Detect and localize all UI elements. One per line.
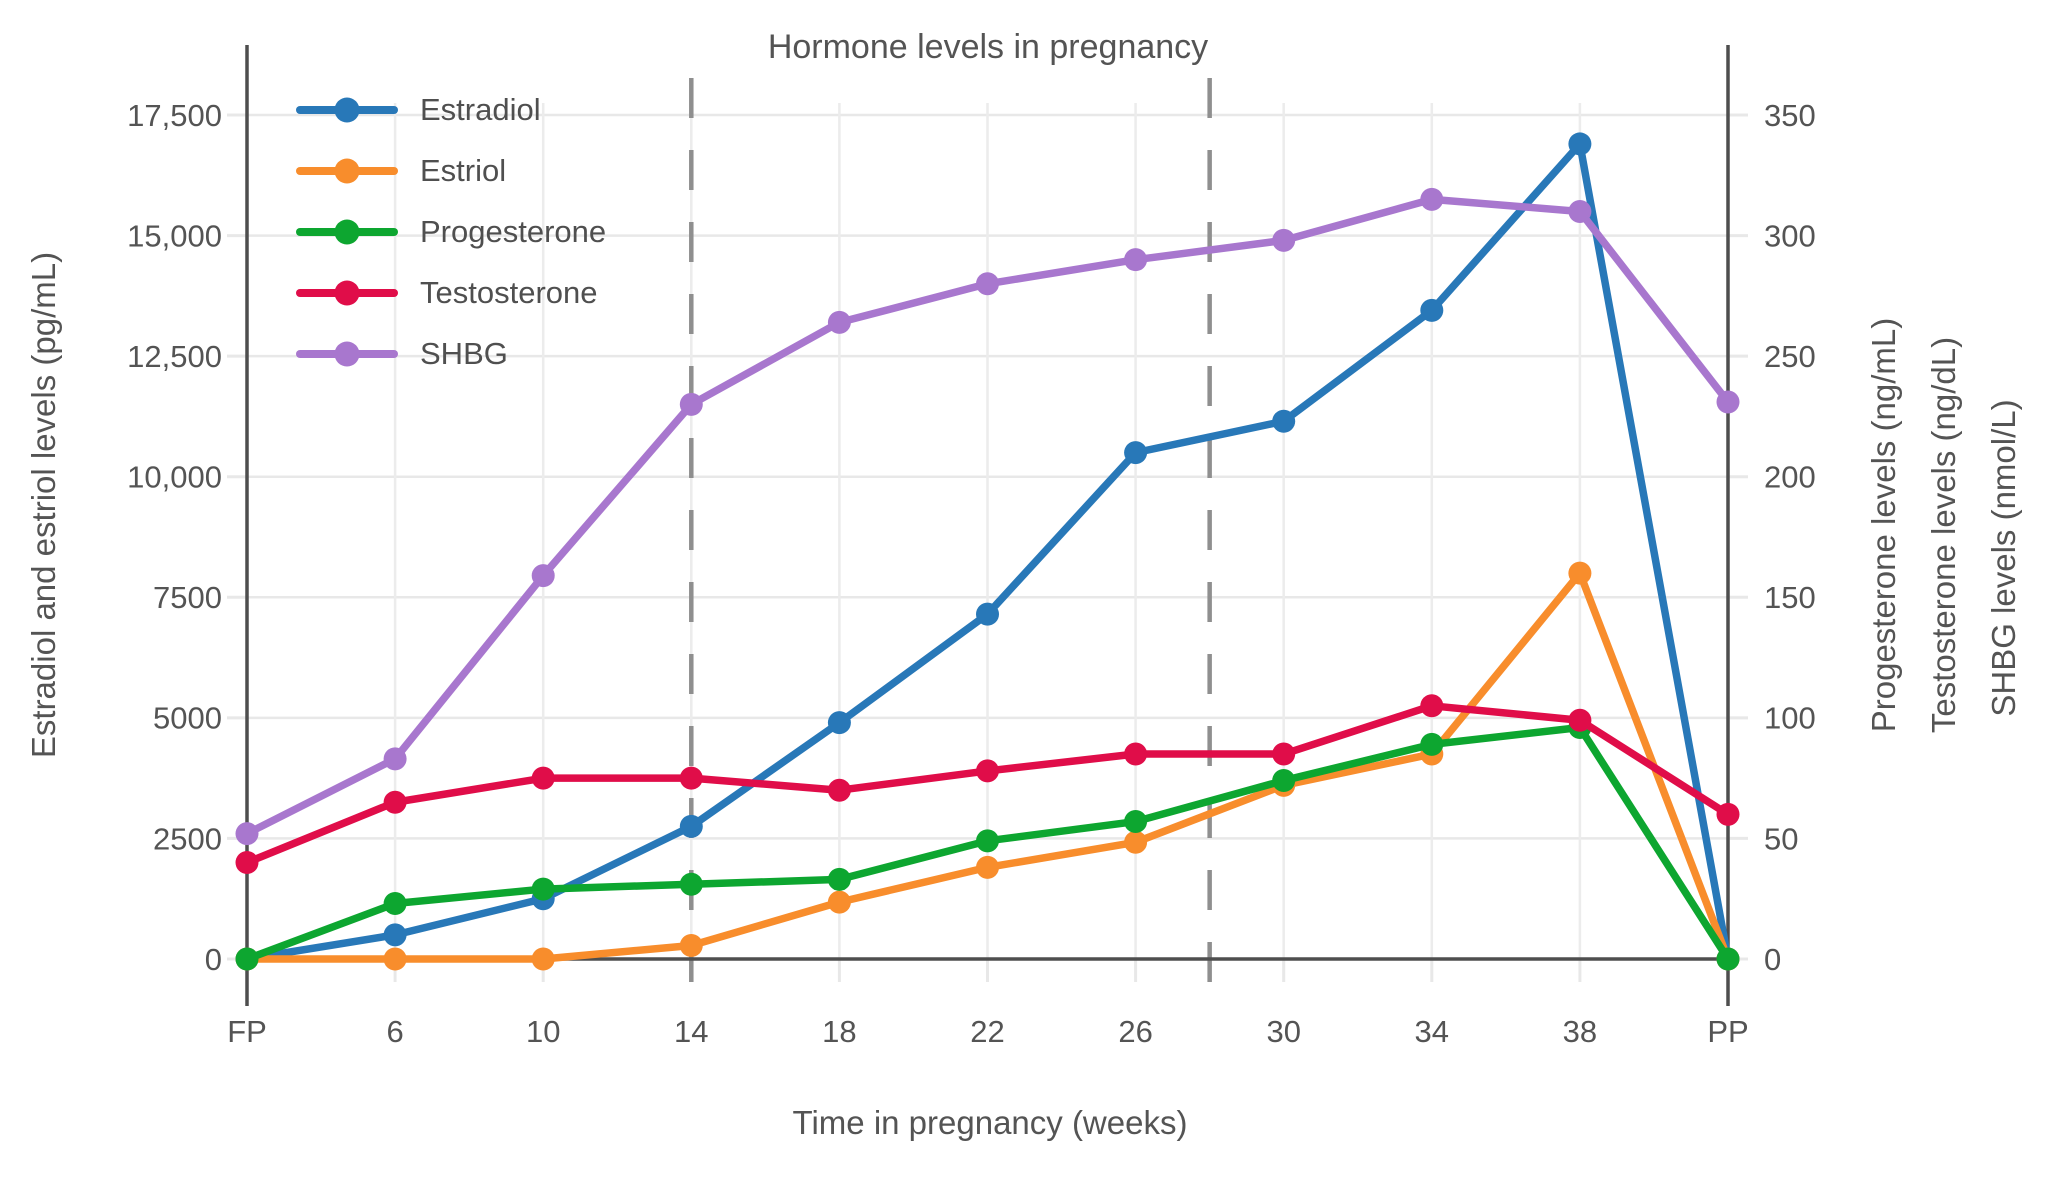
- series-marker-shbg: [1124, 248, 1148, 272]
- x-tick-label: 22: [970, 1014, 1004, 1049]
- y-left-tick-label: 17,500: [127, 98, 222, 133]
- series-marker-shbg: [827, 310, 851, 334]
- y-left-tick-label: 7500: [153, 580, 222, 615]
- y-left-tick-label: 12,500: [127, 339, 222, 374]
- series-marker-progesterone: [1716, 947, 1740, 971]
- x-tick-label: 6: [386, 1014, 403, 1049]
- series-marker-estradiol: [827, 711, 851, 735]
- x-tick-label: 26: [1118, 1014, 1152, 1049]
- y-left-tick-label: 0: [205, 942, 222, 977]
- series-marker-testosterone: [1568, 708, 1592, 732]
- estriol-swatch-icon: [296, 158, 398, 184]
- progesterone-swatch-icon: [296, 219, 398, 245]
- series-marker-shbg: [976, 272, 999, 296]
- series-marker-progesterone: [383, 892, 407, 916]
- series-marker-testosterone: [827, 778, 851, 802]
- legend-item-progesterone[interactable]: Progesterone: [296, 210, 606, 254]
- series-marker-estriol: [531, 947, 555, 971]
- y-left-tick-label: 5000: [153, 701, 222, 736]
- x-tick-label: 14: [674, 1014, 708, 1049]
- series-marker-progesterone: [827, 867, 851, 891]
- y-right-tick-label: 150: [1764, 580, 1816, 615]
- y-left-tick-label: 15,000: [127, 218, 222, 253]
- series-marker-estriol: [1124, 830, 1148, 854]
- y-right-tick-label: 100: [1764, 701, 1816, 736]
- series-marker-estriol: [827, 890, 851, 914]
- y-left-tick-label: 10,000: [127, 460, 222, 495]
- x-tick-label: 30: [1266, 1014, 1300, 1049]
- chart-title: Hormone levels in pregnancy: [767, 28, 1209, 66]
- series-marker-estradiol: [383, 923, 407, 947]
- testosterone-swatch-icon: [296, 280, 398, 306]
- legend-item-testosterone[interactable]: Testosterone: [296, 271, 606, 315]
- y-right-tick-label: 250: [1764, 339, 1816, 374]
- series-marker-estradiol: [1568, 132, 1592, 156]
- y-axis-right-title-progesterone: Progesterone levels (ng/mL): [1865, 317, 1902, 733]
- y-right-tick-label: 350: [1764, 98, 1816, 133]
- series-marker-shbg: [383, 747, 407, 771]
- x-tick-label: FP: [227, 1014, 267, 1049]
- series-marker-testosterone: [1272, 742, 1296, 766]
- legend-item-estriol[interactable]: Estriol: [296, 149, 606, 193]
- x-axis-title: Time in pregnancy (weeks): [792, 1104, 1188, 1141]
- y-right-tick-label: 50: [1764, 821, 1798, 856]
- series-marker-estriol: [679, 933, 703, 957]
- legend-label: Testosterone: [420, 275, 598, 310]
- series-marker-testosterone: [976, 759, 999, 783]
- x-tick-label: 38: [1563, 1014, 1597, 1049]
- estradiol-swatch-icon: [296, 97, 398, 123]
- series-marker-testosterone: [1716, 802, 1740, 826]
- series-marker-estriol: [1568, 561, 1592, 585]
- series-marker-estriol: [383, 947, 407, 971]
- series-marker-estradiol: [679, 814, 703, 838]
- x-tick-label: 18: [822, 1014, 856, 1049]
- series-marker-testosterone: [1420, 694, 1444, 718]
- y-right-tick-label: 300: [1764, 218, 1816, 253]
- series-marker-shbg: [1420, 187, 1444, 211]
- series-marker-testosterone: [235, 851, 259, 875]
- series-marker-progesterone: [1420, 732, 1444, 756]
- legend-item-shbg[interactable]: SHBG: [296, 332, 606, 376]
- series-marker-shbg: [235, 822, 259, 846]
- x-tick-label: 10: [526, 1014, 560, 1049]
- series-marker-testosterone: [679, 766, 703, 790]
- series-marker-shbg: [1272, 228, 1296, 252]
- series-marker-progesterone: [235, 947, 259, 971]
- series-marker-estradiol: [1272, 409, 1296, 433]
- series-marker-progesterone: [531, 877, 555, 901]
- legend-label: Estriol: [420, 153, 507, 188]
- y-right-tick-label: 200: [1764, 460, 1816, 495]
- x-tick-label: 34: [1415, 1014, 1449, 1049]
- series-marker-progesterone: [1124, 810, 1148, 834]
- series-marker-progesterone: [1272, 769, 1296, 793]
- series-marker-shbg: [531, 564, 555, 588]
- x-tick-label: PP: [1707, 1014, 1748, 1049]
- series-marker-testosterone: [531, 766, 555, 790]
- legend-label: Estradiol: [420, 92, 541, 127]
- series-marker-testosterone: [383, 790, 407, 814]
- y-right-tick-label: 0: [1764, 942, 1781, 977]
- y-axis-right-title-testosterone: Testosterone levels (ng/dL): [1925, 336, 1962, 734]
- legend-label: Progesterone: [420, 214, 607, 249]
- series-marker-shbg: [1568, 199, 1592, 223]
- y-axis-left-title: Estradiol and estriol levels (pg/mL): [25, 251, 62, 759]
- series-marker-estradiol: [976, 602, 999, 626]
- series-marker-progesterone: [679, 872, 703, 896]
- series-marker-progesterone: [976, 829, 999, 853]
- series-marker-testosterone: [1124, 742, 1148, 766]
- series-marker-shbg: [679, 392, 703, 416]
- series-marker-estriol: [976, 855, 999, 879]
- y-axis-right-title-shbg: SHBG levels (nmol/L): [1985, 399, 2022, 717]
- series-marker-estradiol: [1124, 441, 1148, 465]
- y-left-tick-label: 2500: [153, 821, 222, 856]
- series-marker-shbg: [1716, 390, 1740, 414]
- legend: Estradiol Estriol Progesterone Testoster…: [296, 88, 606, 376]
- legend-label: SHBG: [420, 336, 508, 371]
- shbg-swatch-icon: [296, 341, 398, 367]
- legend-item-estradiol[interactable]: Estradiol: [296, 88, 606, 132]
- series-marker-estradiol: [1420, 298, 1444, 322]
